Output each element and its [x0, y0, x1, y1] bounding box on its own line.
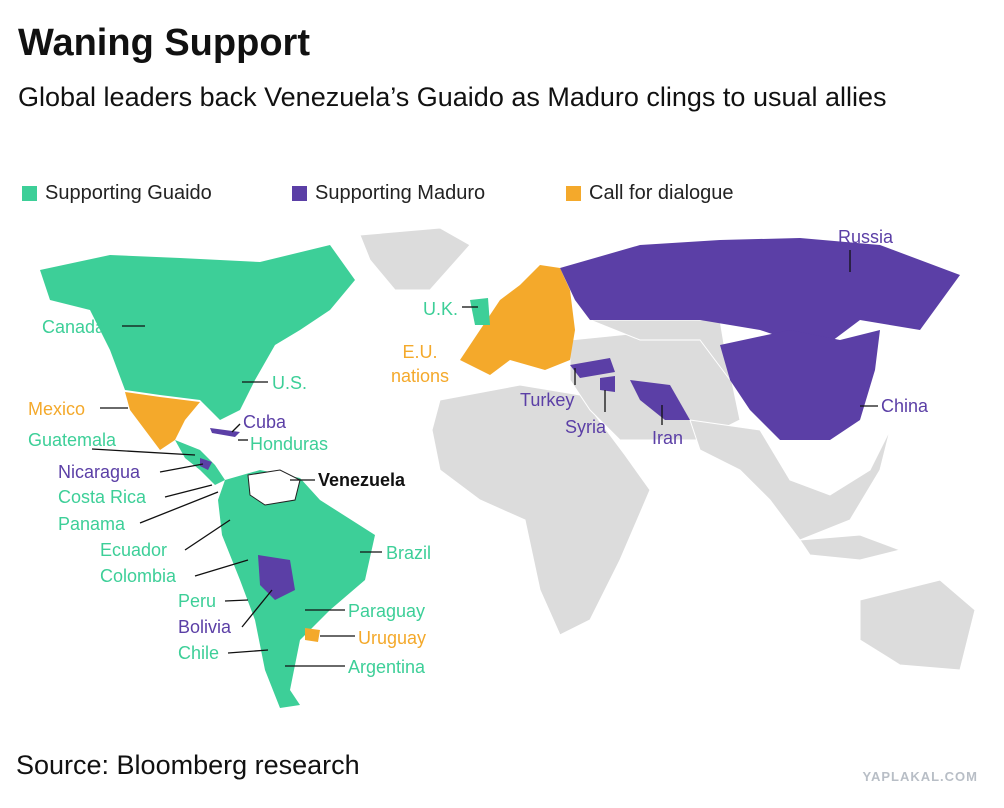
country-label: Russia [838, 227, 894, 247]
country-label: Iran [652, 428, 684, 448]
cuba [210, 428, 240, 437]
indonesia [799, 534, 902, 561]
greenland [359, 227, 471, 291]
leader-line [91, 448, 196, 456]
uk [470, 298, 490, 325]
country-label: Brazil [386, 543, 432, 563]
country-label: Venezuela [318, 470, 406, 490]
legend-label: Supporting Guaido [45, 182, 212, 204]
leader-line [159, 463, 204, 473]
venezuela [247, 469, 301, 506]
leader-line [241, 589, 273, 628]
country-label: Mexico [28, 399, 86, 419]
country-label: U.S. [272, 373, 308, 393]
country-label: Chile [178, 643, 220, 663]
leader-line [184, 519, 231, 551]
country-label: Peru [178, 591, 217, 611]
country-label: Argentina [348, 657, 426, 677]
uruguay [305, 628, 320, 642]
legend-swatch [292, 186, 307, 201]
legend-swatch [22, 186, 37, 201]
watermark: YAPLAKAL.COM [862, 769, 978, 784]
iran [630, 380, 690, 420]
country-label: China [881, 396, 929, 416]
north-america [40, 245, 355, 420]
country-label: Turkey [520, 390, 575, 410]
legend-item: Supporting Maduro [292, 182, 485, 205]
syria [600, 376, 615, 392]
eu [460, 265, 575, 375]
bolivia [258, 555, 295, 600]
turkey [570, 358, 615, 378]
country-label: Canada [42, 317, 106, 337]
legend-swatch [566, 186, 581, 201]
subtitle: Global leaders back Venezuela’s Guaido a… [18, 82, 887, 112]
leader-line [231, 423, 241, 433]
country-label: U.K. [423, 299, 459, 319]
legend-item: Call for dialogue [566, 182, 734, 205]
country-label: Panama [58, 514, 126, 534]
legend-item: Supporting Guaido [22, 182, 212, 205]
source: Source: Bloomberg research [16, 750, 360, 780]
mexico [125, 392, 200, 450]
south-asia [689, 419, 891, 541]
nicaragua [200, 458, 212, 470]
legend-label: Supporting Maduro [315, 182, 486, 204]
leader-line [224, 599, 249, 602]
leader-line [139, 491, 219, 524]
country-label: E.U. nations [390, 342, 450, 386]
country-label: Bolivia [178, 617, 232, 637]
country-label: Costa Rica [58, 487, 147, 507]
country-label: Colombia [100, 566, 177, 586]
russia [560, 238, 960, 350]
country-label: Ecuador [100, 540, 168, 560]
country-label: Paraguay [348, 601, 426, 621]
china [720, 330, 880, 440]
leader-lines [91, 250, 878, 667]
country-label: Cuba [243, 412, 287, 432]
australia [859, 579, 976, 671]
country-label: Guatemala [28, 430, 117, 450]
leader-line [227, 649, 269, 654]
country-label: Honduras [250, 434, 329, 454]
leader-line [194, 559, 249, 577]
legend-label: Call for dialogue [589, 182, 734, 204]
country-label: Uruguay [358, 628, 427, 648]
country-label: Nicaragua [58, 462, 141, 482]
country-label: Syria [565, 417, 607, 437]
leader-line [164, 484, 213, 498]
south-america [218, 470, 375, 708]
title: Waning Support [18, 22, 310, 64]
